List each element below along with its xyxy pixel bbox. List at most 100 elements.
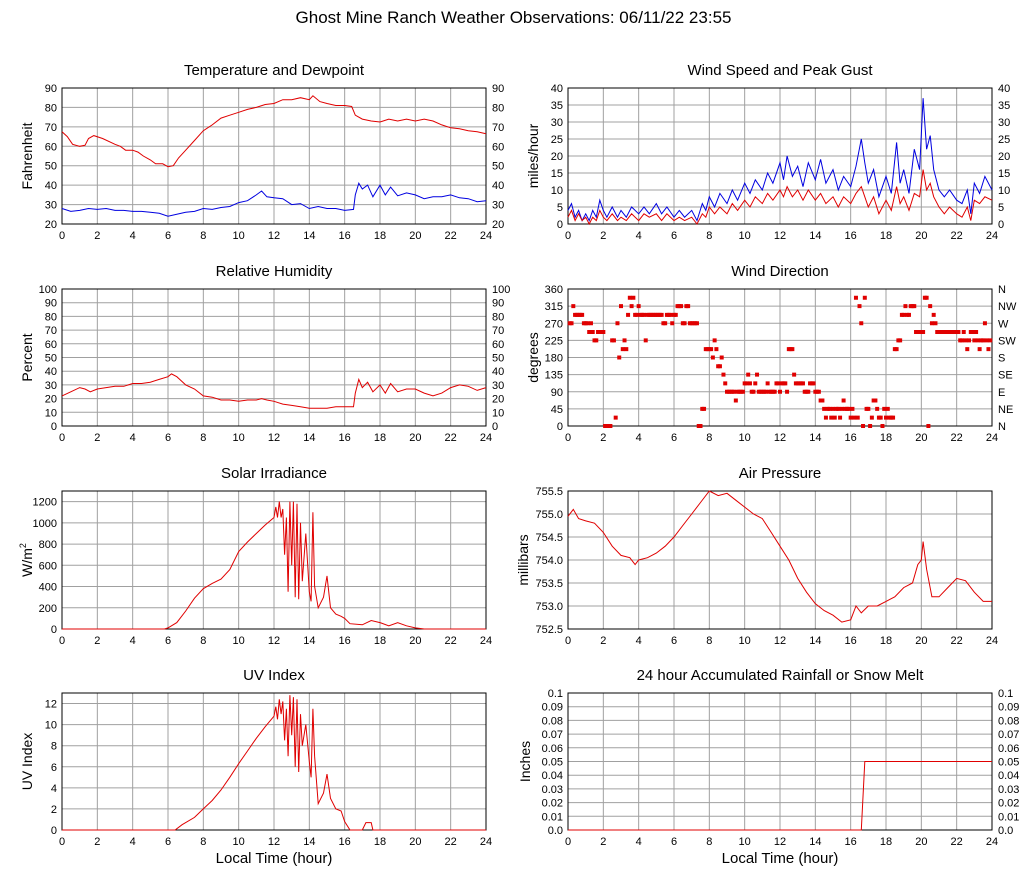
right-tick-label: 0.04 xyxy=(998,770,1019,782)
y-tick-label: 5 xyxy=(557,202,563,214)
x-tick-label: 16 xyxy=(845,230,857,242)
y-tick-label: 753.0 xyxy=(535,601,563,613)
y-tick-label: 100 xyxy=(39,284,57,296)
y-tick-label: 0.05 xyxy=(542,757,563,769)
rain-xlabel: Local Time (hour) xyxy=(722,850,839,867)
y-tick-label: 754.5 xyxy=(535,532,563,544)
y-tick-label: 0 xyxy=(557,219,563,231)
y-tick-label: 0 xyxy=(51,825,57,837)
x-tick-label: 2 xyxy=(94,230,100,242)
x-tick-label: 8 xyxy=(706,432,712,444)
data-point xyxy=(601,330,606,335)
x-tick-label: 24 xyxy=(480,635,492,647)
ylabel-text: Inches xyxy=(517,741,533,782)
data-point xyxy=(956,330,961,335)
data-point xyxy=(869,415,874,420)
humidity-series-line-0 xyxy=(61,373,487,409)
x-tick-label: 12 xyxy=(268,230,280,242)
solar-ylabel: W/m2 xyxy=(18,543,35,577)
right-tick-label: 0.03 xyxy=(998,784,1019,796)
data-point xyxy=(878,415,883,420)
data-point xyxy=(694,321,699,326)
data-point xyxy=(885,406,890,411)
right-tick-label: 30 xyxy=(998,117,1010,129)
data-point xyxy=(785,389,790,394)
pressure-series-line-0 xyxy=(567,490,992,623)
x-tick-label: 6 xyxy=(165,635,171,647)
y-tick-label: 752.5 xyxy=(535,624,563,636)
temp-title: Temperature and Dewpoint xyxy=(184,62,365,79)
uv-title: UV Index xyxy=(243,667,305,684)
data-point xyxy=(965,347,970,352)
y-tick-label: 0.0 xyxy=(548,825,563,837)
data-point xyxy=(963,338,968,343)
y-tick-label: 0.08 xyxy=(542,715,563,727)
x-tick-label: 12 xyxy=(774,432,786,444)
data-point xyxy=(668,312,673,317)
right-tick-label: 15 xyxy=(998,168,1010,180)
data-point xyxy=(698,424,703,428)
humidity-ylabel: Percent xyxy=(19,333,35,381)
x-tick-label: 4 xyxy=(636,432,642,444)
y-tick-label: 6 xyxy=(51,762,57,774)
data-point xyxy=(901,312,906,317)
x-tick-label: 10 xyxy=(739,432,751,444)
wind-series-line-0 xyxy=(567,98,993,222)
data-point xyxy=(827,406,832,411)
y-tick-label: 20 xyxy=(45,394,57,406)
x-tick-label: 16 xyxy=(845,432,857,444)
x-tick-label: 20 xyxy=(915,432,927,444)
humidity-title: Relative Humidity xyxy=(216,263,333,280)
x-tick-label: 18 xyxy=(880,836,892,848)
x-tick-label: 14 xyxy=(303,836,315,848)
data-point xyxy=(846,406,851,411)
x-tick-label: 24 xyxy=(480,432,492,444)
rain-ylabel: Inches xyxy=(517,741,533,782)
data-point xyxy=(682,321,687,326)
x-tick-label: 20 xyxy=(915,230,927,242)
right-tick-label: 70 xyxy=(492,122,504,134)
y-tick-label: 270 xyxy=(545,318,563,330)
y-tick-label: 1200 xyxy=(33,497,57,509)
data-point xyxy=(852,415,857,420)
data-point xyxy=(580,312,585,317)
data-point xyxy=(855,415,860,420)
y-tick-label: 35 xyxy=(551,100,563,112)
data-point xyxy=(961,330,966,335)
data-point xyxy=(931,312,936,317)
y-tick-label: 30 xyxy=(45,380,57,392)
x-tick-label: 14 xyxy=(303,432,315,444)
data-point xyxy=(903,304,908,309)
x-tick-label: 0 xyxy=(59,635,65,647)
x-tick-label: 6 xyxy=(671,230,677,242)
uv-xlabel: Local Time (hour) xyxy=(216,850,333,867)
temp-ylabel: Fahrenheit xyxy=(19,122,35,189)
uv-plot-frame xyxy=(61,692,487,831)
x-tick-label: 20 xyxy=(409,432,421,444)
data-point xyxy=(838,415,843,420)
direction-ylabel: degrees xyxy=(525,332,541,383)
ylabel-text: miles/hour xyxy=(525,123,541,188)
wind-series-line-1 xyxy=(567,169,993,226)
pressure-ylabel: millibars xyxy=(515,534,531,585)
x-tick-label: 2 xyxy=(600,635,606,647)
data-point xyxy=(631,295,636,300)
x-tick-label: 14 xyxy=(809,635,821,647)
x-tick-label: 18 xyxy=(374,635,386,647)
x-tick-label: 22 xyxy=(951,635,963,647)
right-tick-label: 50 xyxy=(492,353,504,365)
data-point xyxy=(836,406,841,411)
right-tick-label: 50 xyxy=(492,161,504,173)
x-tick-label: 6 xyxy=(165,230,171,242)
data-point xyxy=(620,347,625,352)
x-tick-label: 10 xyxy=(233,635,245,647)
data-point xyxy=(710,355,715,360)
data-point xyxy=(811,381,816,386)
y-tick-label: 20 xyxy=(551,151,563,163)
x-tick-label: 14 xyxy=(809,836,821,848)
right-tick-label: 100 xyxy=(492,284,510,296)
data-point xyxy=(686,304,691,309)
data-point xyxy=(712,338,717,343)
right-tick-label: 0.1 xyxy=(998,688,1013,700)
x-tick-label: 24 xyxy=(480,230,492,242)
